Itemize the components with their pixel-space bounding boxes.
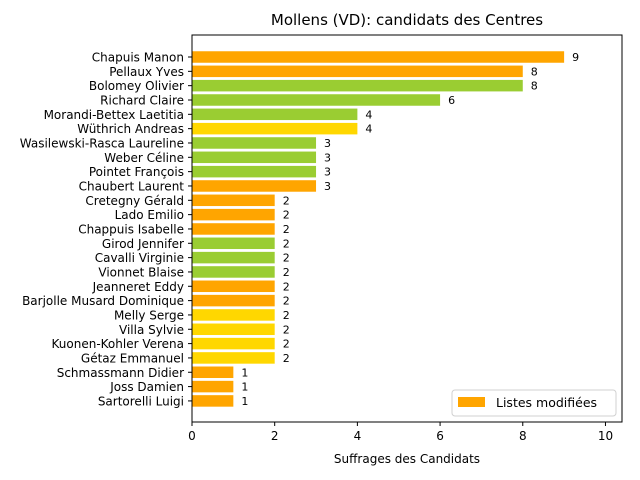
- bar: [192, 94, 441, 106]
- value-label: 1: [241, 395, 248, 408]
- bar: [192, 223, 275, 235]
- legend: Listes modifiées: [451, 389, 617, 417]
- value-label: 6: [448, 94, 455, 107]
- bar: [192, 122, 358, 135]
- bar: [192, 280, 275, 293]
- bar: [192, 251, 275, 264]
- value-label: 4: [365, 108, 372, 121]
- value-label: 2: [283, 295, 290, 308]
- x-tick-label: 10: [598, 429, 613, 443]
- value-label: 1: [241, 366, 248, 379]
- x-tick-label: 2: [271, 429, 279, 443]
- candidate-label: Morandi-Bettex Laetitia: [44, 108, 184, 122]
- bar: [192, 366, 234, 379]
- bar: [192, 237, 275, 250]
- legend-frame: [451, 389, 617, 417]
- value-label: 2: [283, 209, 290, 222]
- candidate-label: Gétaz Emmanuel: [81, 351, 184, 365]
- bar: [192, 294, 275, 307]
- candidate-label: Schmassmann Didier: [57, 366, 184, 380]
- candidate-label: Villa Sylvie: [119, 323, 184, 337]
- legend-swatch: [458, 397, 485, 407]
- bar: [192, 180, 317, 192]
- candidate-label: Cretegny Gérald: [85, 194, 184, 208]
- candidate-label: Richard Claire: [100, 93, 184, 107]
- bar: [192, 165, 317, 178]
- value-label: 2: [283, 252, 290, 265]
- value-label: 2: [283, 323, 290, 336]
- bar: [192, 51, 565, 63]
- value-label: 2: [283, 280, 290, 293]
- candidate-label: Chappuis Isabelle: [78, 222, 184, 236]
- bar: [192, 208, 275, 221]
- value-label: 3: [324, 166, 331, 179]
- candidate-label: Bolomey Olivier: [89, 79, 184, 93]
- value-label: 2: [283, 352, 290, 365]
- candidate-label: Barjolle Musard Dominique: [22, 294, 184, 308]
- x-tick-label: 8: [519, 429, 527, 443]
- x-tick-label: 0: [188, 429, 196, 443]
- bar: [192, 194, 275, 207]
- candidate-label: Vionnet Blaise: [98, 265, 184, 279]
- value-label: 2: [283, 237, 290, 250]
- bar: [192, 266, 275, 278]
- bar: [192, 380, 234, 393]
- value-label: 3: [324, 137, 331, 150]
- candidate-label: Lado Emilio: [115, 208, 184, 222]
- plot-frame: [191, 34, 623, 423]
- value-label: 9: [572, 51, 579, 64]
- value-label: 8: [531, 65, 538, 78]
- value-label: 2: [283, 223, 290, 236]
- candidate-label: Weber Céline: [104, 151, 184, 165]
- bar: [192, 352, 275, 364]
- candidate-label: Pellaux Yves: [109, 65, 184, 79]
- candidate-label: Chaubert Laurent: [79, 179, 185, 193]
- bar: [192, 65, 523, 78]
- candidate-label: Chapuis Manon: [92, 51, 184, 65]
- candidate-label: Melly Serge: [114, 308, 184, 322]
- bar: [192, 323, 275, 336]
- bars-group: [192, 51, 565, 407]
- value-label: 2: [283, 194, 290, 207]
- x-tick-label: 4: [354, 429, 362, 443]
- bar: [192, 337, 275, 350]
- value-label: 3: [324, 180, 331, 193]
- value-label: 2: [283, 266, 290, 279]
- bar: [192, 151, 317, 164]
- x-tick-label: 6: [436, 429, 444, 443]
- value-label: 2: [283, 309, 290, 322]
- x-axis-ticks-group: 0 2 4 6 8 10: [188, 422, 613, 443]
- bar: [192, 137, 317, 149]
- value-label: 4: [365, 123, 372, 136]
- bar: [192, 395, 234, 407]
- bar: [192, 108, 358, 121]
- chart-title: Mollens (VD): candidats des Centres: [271, 11, 543, 29]
- candidate-label: Joss Damien: [109, 380, 184, 394]
- value-label: 1: [241, 381, 248, 394]
- candidate-label: Jeanneret Eddy: [92, 280, 184, 294]
- x-axis-title: Suffrages des Candidats: [334, 452, 480, 466]
- bar: [192, 79, 523, 92]
- candidate-label: Cavalli Virginie: [95, 251, 184, 265]
- candidate-label: Kuonen-Kohler Verena: [52, 337, 185, 351]
- candidate-label: Wüthrich Andreas: [77, 122, 184, 136]
- bar: [192, 309, 275, 321]
- value-label: 3: [324, 151, 331, 164]
- candidate-label: Girod Jennifer: [102, 237, 184, 251]
- candidate-label: Wasilewski-Rasca Laureline: [20, 136, 184, 150]
- candidate-label: Pointet François: [89, 165, 184, 179]
- candidate-label: Sartorelli Luigi: [98, 394, 184, 408]
- legend-label: Listes modifiées: [496, 395, 597, 410]
- value-label: 8: [531, 80, 538, 93]
- value-label: 2: [283, 338, 290, 351]
